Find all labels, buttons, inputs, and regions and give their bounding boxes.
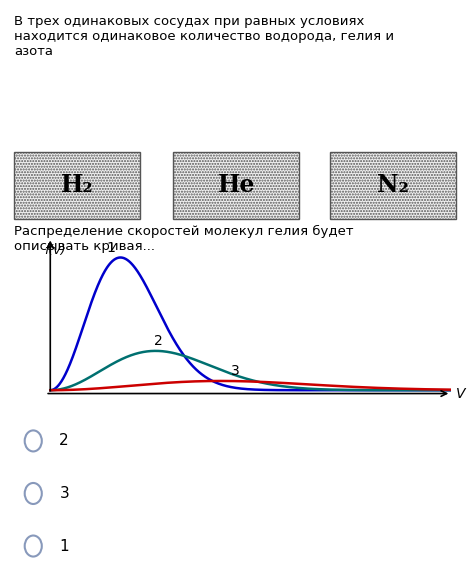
Text: 3: 3: [231, 364, 239, 378]
Text: 3: 3: [59, 486, 69, 501]
FancyBboxPatch shape: [14, 152, 140, 219]
FancyBboxPatch shape: [330, 152, 456, 219]
Text: 2: 2: [154, 334, 162, 348]
Text: 2: 2: [59, 433, 69, 449]
Text: He: He: [218, 173, 255, 197]
FancyBboxPatch shape: [173, 152, 299, 219]
Text: 1: 1: [59, 538, 69, 554]
Text: 1: 1: [106, 241, 115, 255]
Text: H₂: H₂: [61, 173, 94, 197]
Text: В трех одинаковых сосудах при равных условиях
находится одинаковое количество во: В трех одинаковых сосудах при равных усл…: [14, 15, 394, 58]
Text: N₂: N₂: [377, 173, 409, 197]
Text: Распределение скоростей молекул гелия будет
описывать кривая...: Распределение скоростей молекул гелия бу…: [14, 225, 354, 253]
Text: f(v): f(v): [44, 244, 65, 257]
Text: V: V: [456, 387, 466, 401]
